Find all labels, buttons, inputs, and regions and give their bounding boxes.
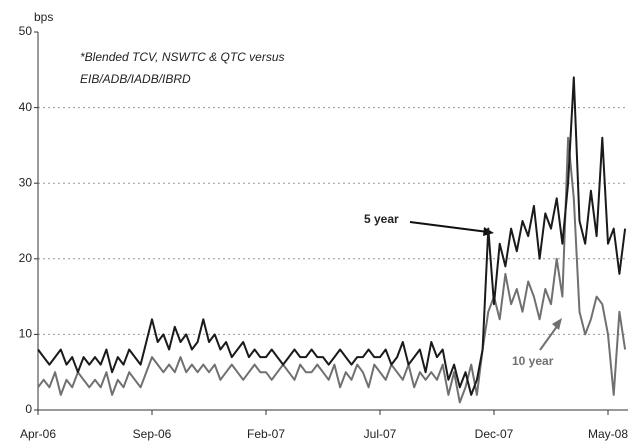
x-tick-label: Apr-06 xyxy=(20,427,56,441)
x-tick-label: May-08 xyxy=(588,427,628,441)
annotation: EIB/ADB/IADB/IBRD xyxy=(80,72,191,86)
arrow xyxy=(539,324,559,351)
arrowhead xyxy=(552,318,562,330)
line-series xyxy=(37,76,627,396)
y-tick-label: 20 xyxy=(19,251,33,265)
y-tick-label: 10 xyxy=(19,327,33,341)
x-tick-label: Dec-07 xyxy=(475,427,514,441)
line-series xyxy=(37,136,627,404)
series-label: 5 year xyxy=(364,212,399,226)
y-tick-label: 30 xyxy=(19,175,33,189)
y-tick-label: 50 xyxy=(19,24,33,38)
series-label: 10 year xyxy=(512,354,554,368)
y-axis-label: bps xyxy=(34,10,53,24)
y-tick-label: 0 xyxy=(25,402,32,416)
x-tick-label: Feb-07 xyxy=(247,427,285,441)
annotation: *Blended TCV, NSWTC & QTC versus xyxy=(80,50,285,64)
y-tick-label: 40 xyxy=(19,100,33,114)
x-tick-label: Jul-07 xyxy=(364,427,397,441)
x-tick-label: Sep-06 xyxy=(133,427,172,441)
arrow xyxy=(409,221,489,233)
